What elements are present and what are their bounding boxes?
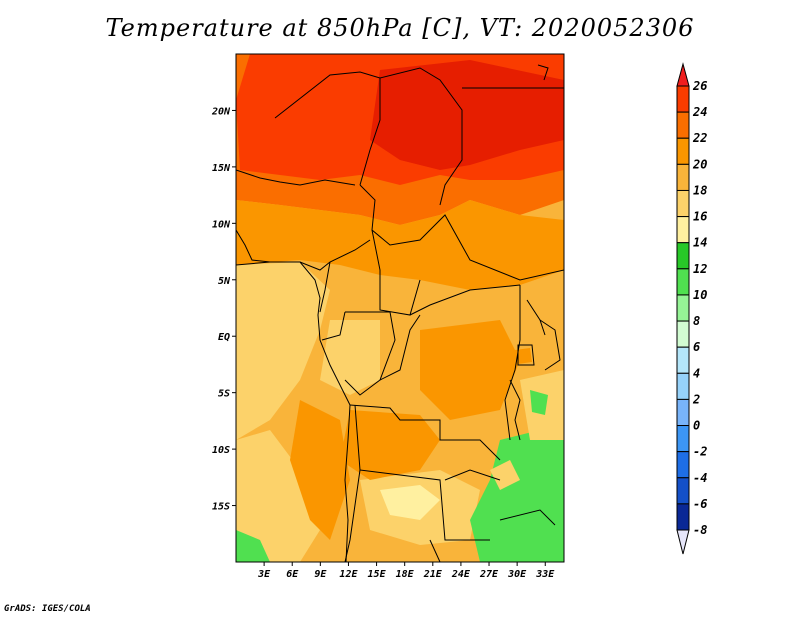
colorbar-label: 4 xyxy=(693,366,700,380)
colorbar-swatch xyxy=(676,503,690,531)
credit-text: GrADS: IGES/COLA xyxy=(4,604,91,614)
lat-tick-label: 5N xyxy=(218,276,231,287)
colorbar-swatch xyxy=(676,451,690,479)
colorbar-label: -2 xyxy=(693,445,707,459)
colorbar-label: -6 xyxy=(693,497,707,511)
colorbar-swatch xyxy=(676,346,690,374)
colorbar-label: -8 xyxy=(693,523,707,537)
lat-tick-label: 15N xyxy=(212,163,231,174)
colorbar-label: 20 xyxy=(692,157,707,171)
colorbar-swatch xyxy=(676,111,690,139)
colorbar-swatch xyxy=(676,189,690,218)
lon-tick-label: 3E xyxy=(257,569,271,580)
lon-tick-label: 30E xyxy=(507,569,527,580)
colorbar-swatch xyxy=(676,137,690,165)
colorbar-swatch xyxy=(676,242,690,270)
colorbar-label: 24 xyxy=(692,105,707,119)
longitude-axis: 3E 6E 9E 12E 15E 18E 21E 24E 27E 30E 33E xyxy=(257,562,555,580)
lat-tick-label: 20N xyxy=(211,106,231,117)
colorbar-label: 14 xyxy=(693,236,707,250)
lon-tick-label: 9E xyxy=(314,569,327,580)
colorbar-swatch xyxy=(676,372,690,400)
lon-tick-label: 33E xyxy=(535,569,555,580)
lat-tick-label: 10S xyxy=(212,445,230,456)
colorbar-label: 18 xyxy=(693,183,707,197)
colorbar-label: 16 xyxy=(693,210,707,224)
colorbar-label: 26 xyxy=(692,79,707,93)
coastline xyxy=(236,64,549,562)
colorbar-swatch xyxy=(676,268,690,296)
colorbar-label: 8 xyxy=(693,314,700,328)
colorbar-label: 10 xyxy=(693,288,707,302)
map-title: Temperature at 850hPa [C], VT: 202005230… xyxy=(105,14,695,42)
lat-tick-label: 5S xyxy=(218,389,230,400)
lon-tick-label: 21E xyxy=(423,569,443,580)
colorbar-swatch xyxy=(676,477,690,505)
colorbar-label: 2 xyxy=(692,392,700,406)
lat-tick-label: 15S xyxy=(212,502,230,513)
temperature-field xyxy=(236,54,564,562)
colorbar-swatch xyxy=(676,163,690,191)
colorbar-swatch xyxy=(676,398,690,427)
lon-tick-label: 15E xyxy=(368,569,387,580)
lat-tick-label: EQ xyxy=(218,332,230,343)
colorbar-label: 22 xyxy=(692,131,707,145)
colorbar-bottom-triangle xyxy=(676,529,690,555)
colorbar-label: 12 xyxy=(693,262,707,276)
colorbar-swatch xyxy=(676,320,690,348)
colorbar-swatch xyxy=(676,216,690,244)
lon-tick-label: 12E xyxy=(339,569,358,580)
colorbar-label: 0 xyxy=(693,419,700,433)
lon-tick-label: 6E xyxy=(286,569,299,580)
map-frame xyxy=(235,53,565,563)
lon-tick-label: 18E xyxy=(396,569,415,580)
colorbar-top-triangle xyxy=(676,62,690,87)
lat-tick-label: 10N xyxy=(212,219,231,230)
colorbar-swatch xyxy=(676,425,690,453)
lon-tick-label: 27E xyxy=(479,569,499,580)
lon-tick-label: 24E xyxy=(451,569,471,580)
latitude-axis: 20N 15N 10N 5N EQ 5S 10S 15S xyxy=(211,106,236,513)
colorbar-label: 6 xyxy=(693,340,700,354)
colorbar-swatch xyxy=(676,294,690,322)
colorbar-swatch xyxy=(676,85,690,113)
colorbar-label: -4 xyxy=(693,471,707,485)
